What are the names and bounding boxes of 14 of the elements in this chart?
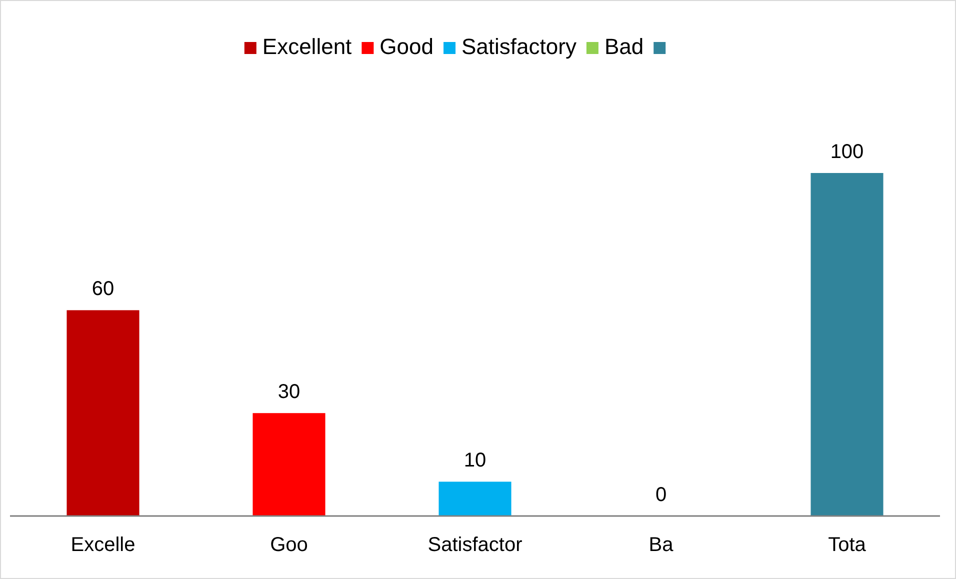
x-tick-label: Satisfactor xyxy=(428,534,523,556)
legend-label: Good xyxy=(380,34,434,59)
data-label: 60 xyxy=(92,278,114,300)
legend-label: Excellent xyxy=(262,34,352,59)
legend-label: Bad xyxy=(604,34,644,59)
data-label: 30 xyxy=(278,381,300,404)
x-tick-label: Goo xyxy=(270,534,308,556)
x-tick-label: Tota xyxy=(828,534,867,556)
x-tick-label: Excelle xyxy=(70,534,136,556)
legend-label: Satisfactory xyxy=(462,34,576,59)
data-label: 100 xyxy=(830,141,864,163)
data-label: 0 xyxy=(655,484,667,506)
data-label: 10 xyxy=(464,450,486,472)
x-tick-label: Ba xyxy=(648,534,674,556)
